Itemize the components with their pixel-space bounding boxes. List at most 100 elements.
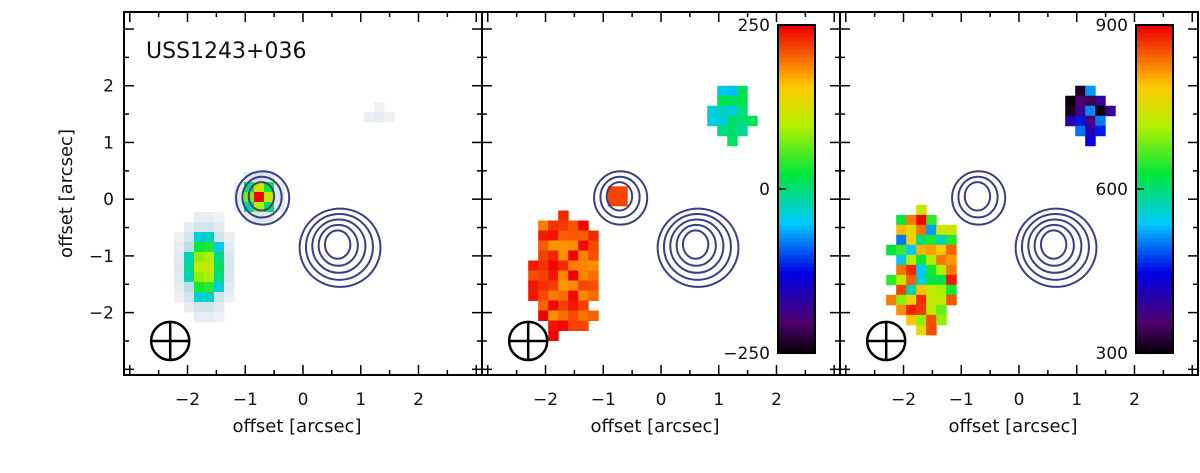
value-pixel bbox=[1065, 95, 1076, 107]
colorbar-band bbox=[778, 238, 815, 243]
flux-pixel bbox=[194, 272, 205, 283]
colorbar-band bbox=[1136, 180, 1173, 186]
colorbar-band bbox=[1136, 246, 1173, 252]
x-tick-label: −1 bbox=[233, 390, 258, 410]
flux-pixel bbox=[194, 212, 205, 223]
flux-pixel bbox=[214, 262, 225, 273]
value-pixel bbox=[568, 300, 579, 312]
colorbar-band bbox=[778, 295, 815, 301]
colorbar-tick-label: 600 bbox=[1096, 180, 1128, 200]
colorbar-band bbox=[1136, 107, 1173, 112]
value-pixel bbox=[926, 284, 937, 296]
contour-layer bbox=[149, 170, 1098, 362]
value-pixel bbox=[538, 270, 549, 282]
value-pixel bbox=[588, 240, 599, 252]
value-pixel bbox=[568, 240, 579, 252]
value-pixel bbox=[946, 234, 957, 246]
value-pixel bbox=[916, 264, 927, 276]
flux-pixel bbox=[224, 242, 235, 253]
value-pixel bbox=[1095, 115, 1106, 127]
contour-line bbox=[662, 213, 732, 281]
panel-title: USS1243+036 bbox=[146, 39, 306, 64]
value-pixel bbox=[906, 264, 917, 276]
colorbar-band bbox=[778, 66, 815, 71]
value-pixel bbox=[946, 294, 957, 306]
x-tick-label: −2 bbox=[891, 390, 916, 410]
x-tick-label: 1 bbox=[355, 390, 366, 410]
value-pixel bbox=[916, 204, 927, 216]
x-tick-label: 2 bbox=[413, 390, 424, 410]
colorbar-band bbox=[778, 246, 815, 252]
colorbar-band bbox=[1136, 238, 1173, 243]
value-pixel bbox=[936, 314, 947, 326]
value-pixel bbox=[896, 224, 907, 236]
value-pixel bbox=[558, 310, 569, 322]
value-pixel bbox=[896, 234, 907, 246]
flux-pixel bbox=[194, 252, 205, 263]
colorbar-band bbox=[1136, 242, 1173, 247]
flux-pixel bbox=[384, 112, 395, 123]
colorbar-band bbox=[778, 328, 815, 334]
value-pixel bbox=[588, 270, 599, 282]
x-tick-label: −1 bbox=[591, 390, 616, 410]
colorbar-band bbox=[1136, 37, 1173, 42]
colorbar-band bbox=[778, 307, 815, 313]
colorbar-band bbox=[1136, 217, 1173, 223]
value-pixel bbox=[916, 324, 927, 336]
value-pixel bbox=[916, 274, 927, 286]
colorbar-band bbox=[1136, 45, 1173, 51]
colorbar-band bbox=[778, 123, 815, 129]
flux-pixel bbox=[204, 292, 215, 303]
colorbar-band bbox=[1136, 328, 1173, 334]
value-pixel bbox=[578, 320, 589, 332]
map-layer bbox=[174, 25, 1173, 354]
value-pixel bbox=[717, 125, 728, 137]
value-pixel bbox=[916, 234, 927, 246]
flux-pixel bbox=[214, 212, 225, 223]
value-pixel bbox=[906, 294, 917, 306]
value-pixel bbox=[926, 324, 937, 336]
value-pixel bbox=[558, 300, 569, 312]
contour-line bbox=[323, 229, 352, 260]
colorbar-band bbox=[1136, 123, 1173, 129]
value-pixel bbox=[926, 304, 937, 316]
colorbar-band bbox=[1136, 324, 1173, 329]
colorbar-band bbox=[1136, 33, 1173, 38]
value-pixel bbox=[568, 310, 579, 322]
colorbar-band bbox=[1136, 131, 1173, 137]
colorbar-band bbox=[778, 45, 815, 51]
contour-line bbox=[247, 181, 276, 212]
value-pixel bbox=[588, 260, 599, 272]
colorbar-band bbox=[778, 115, 815, 120]
value-pixel bbox=[717, 115, 728, 127]
value-pixel bbox=[548, 290, 559, 302]
flux-pixel bbox=[194, 222, 205, 233]
panel-frame-1 bbox=[123, 11, 483, 376]
value-pixel bbox=[737, 95, 748, 107]
colorbar-band bbox=[1136, 111, 1173, 116]
colorbar-band bbox=[1136, 66, 1173, 71]
value-pixel bbox=[906, 314, 917, 326]
value-pixel bbox=[538, 310, 549, 322]
flux-pixel bbox=[204, 312, 215, 323]
colorbar-band bbox=[1136, 53, 1173, 59]
value-pixel bbox=[588, 230, 599, 242]
value-pixel bbox=[936, 304, 947, 316]
value-pixel bbox=[1085, 85, 1096, 97]
flux-pixel bbox=[204, 212, 215, 223]
value-pixel bbox=[916, 214, 927, 226]
colorbar-band bbox=[778, 287, 815, 293]
x-tick-label: −1 bbox=[949, 390, 974, 410]
colorbar-band bbox=[778, 279, 815, 284]
colorbar-band bbox=[778, 320, 815, 325]
colorbar-band bbox=[1136, 225, 1173, 231]
value-pixel bbox=[558, 210, 569, 222]
value-pixel bbox=[1075, 85, 1086, 97]
value-pixel bbox=[578, 260, 589, 272]
contour-line bbox=[675, 223, 717, 267]
value-pixel bbox=[548, 260, 559, 272]
flux-pixel bbox=[224, 282, 235, 293]
value-pixel bbox=[727, 135, 738, 147]
flux-pixel bbox=[254, 182, 265, 193]
flux-pixel bbox=[224, 232, 235, 243]
